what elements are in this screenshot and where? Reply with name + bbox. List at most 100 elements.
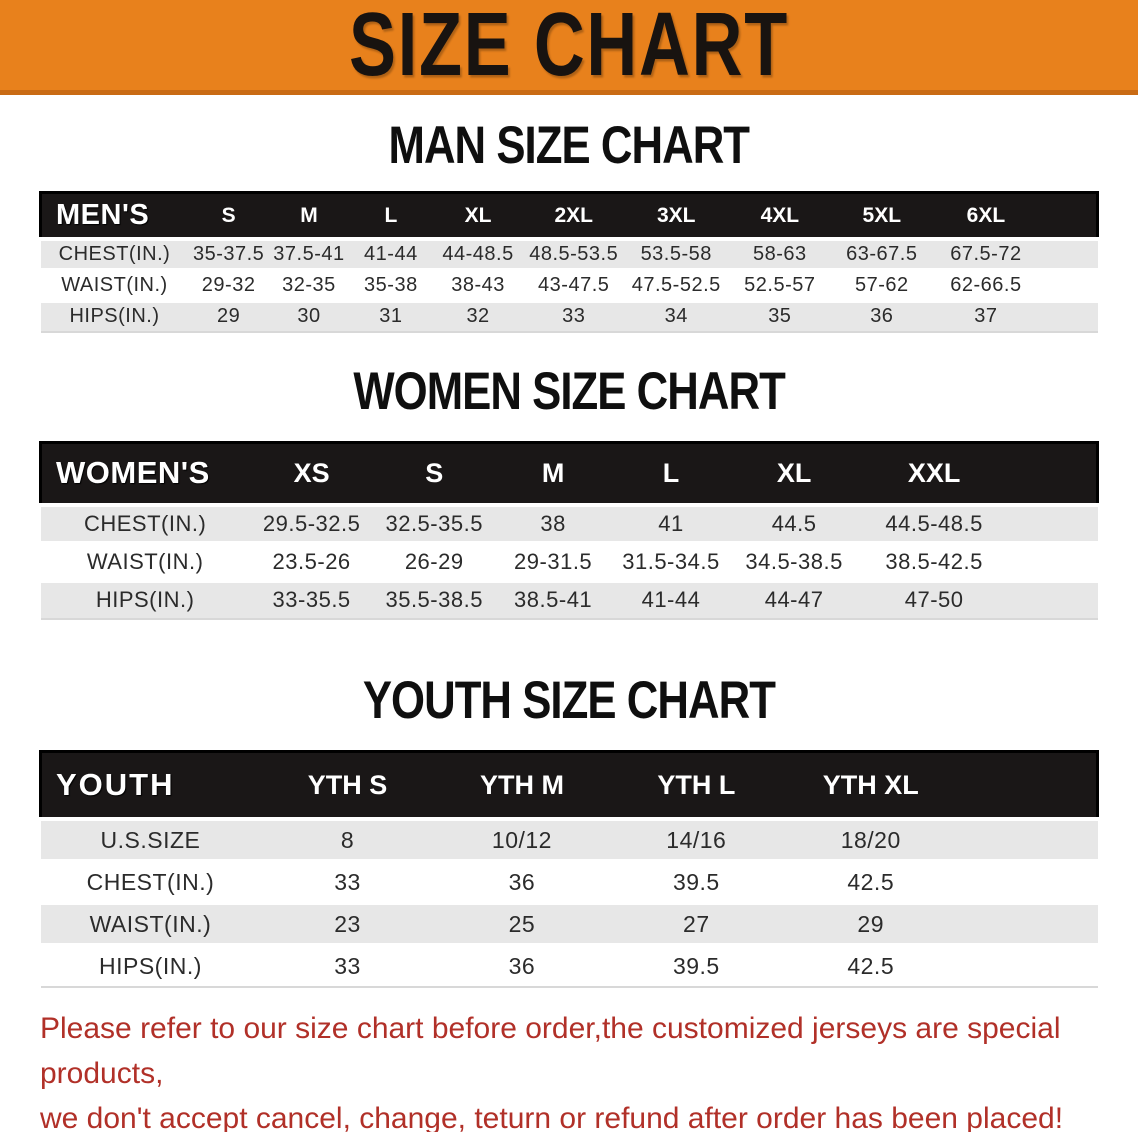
women-chest-row: CHEST(IN.) 29.5-32.5 32.5-35.5 38 41 44.…	[40, 504, 1098, 545]
size-value-cell: 42.5	[783, 861, 958, 906]
size-value-cell: 57-62	[831, 269, 933, 303]
row-label: CHEST(IN.)	[40, 238, 189, 272]
women-table-header-row: WOMEN'S XS S M L XL XXL	[38, 441, 1099, 507]
men-size-column-header: 4XL	[728, 191, 832, 241]
disclaimer-line-2: we don't accept cancel, change, teturn o…	[40, 1102, 1064, 1132]
women-section-heading: WOMEN SIZE CHART	[0, 363, 1138, 418]
women-size-column-header: XL	[730, 441, 858, 507]
size-value-cell: 32	[432, 300, 524, 333]
row-label: CHEST(IN.)	[40, 504, 250, 545]
women-size-column-header: L	[611, 441, 731, 507]
youth-size-column-header: YTH S	[260, 749, 435, 822]
size-value-cell: 10/12	[434, 819, 610, 864]
women-hips-row: HIPS(IN.) 33-35.5 35.5-38.5 38.5-41 41-4…	[40, 580, 1098, 620]
size-value-cell: 32-35	[268, 269, 350, 303]
spacer-cell	[957, 819, 1098, 864]
women-table-label: WOMEN'S	[38, 441, 250, 507]
row-label: WAIST(IN.)	[40, 269, 189, 303]
size-value-cell: 36	[434, 945, 610, 989]
row-label: HIPS(IN.)	[40, 300, 189, 333]
women-size-column-header: XXL	[857, 441, 1011, 507]
men-section: MAN SIZE CHART MEN'S S M L XL 2XL 3XL 4X…	[0, 117, 1138, 333]
size-value-cell: 34	[623, 300, 729, 333]
youth-table-header-row: YOUTH YTH S YTH M YTH L YTH XL	[39, 749, 1099, 822]
youth-size-table: YOUTH YTH S YTH M YTH L YTH XL U.S.SIZE …	[39, 749, 1099, 989]
men-size-table: MEN'S S M L XL 2XL 3XL 4XL 5XL 6XL CHEST…	[39, 191, 1100, 333]
spacer-cell	[1039, 300, 1098, 333]
men-table-label: MEN'S	[39, 191, 189, 241]
size-value-cell: 33	[260, 945, 435, 989]
size-value-cell: 25	[434, 903, 610, 948]
size-value-cell: 33	[260, 861, 435, 906]
row-label: WAIST(IN.)	[40, 542, 250, 583]
youth-size-column-header: YTH M	[434, 749, 610, 822]
women-heading-text: WOMEN SIZE CHART	[353, 361, 785, 421]
women-size-table: WOMEN'S XS S M L XL XXL CHEST(IN.) 29.5-…	[38, 441, 1099, 620]
size-value-cell: 23.5-26	[249, 542, 374, 583]
disclaimer-note: Please refer to our size chart before or…	[40, 1006, 1118, 1132]
men-hips-row: HIPS(IN.) 29 30 31 32 33 34 35 36 37	[40, 300, 1098, 333]
youth-size-column-header: YTH L	[609, 749, 784, 822]
size-value-cell: 38.5-41	[494, 580, 612, 620]
men-size-column-header: M	[268, 191, 350, 241]
size-value-cell: 52.5-57	[728, 269, 832, 303]
size-value-cell: 41	[611, 504, 731, 545]
size-value-cell: 37	[932, 300, 1040, 333]
spacer-cell	[957, 861, 1098, 906]
men-size-column-header: 2XL	[523, 191, 624, 241]
men-chest-row: CHEST(IN.) 35-37.5 37.5-41 41-44 44-48.5…	[40, 238, 1098, 272]
spacer-cell	[1010, 542, 1098, 583]
size-value-cell: 39.5	[609, 945, 784, 989]
size-value-cell: 44.5	[730, 504, 858, 545]
size-value-cell: 41-44	[611, 580, 731, 620]
youth-size-column-header: YTH XL	[783, 749, 958, 822]
size-value-cell: 26-29	[373, 542, 495, 583]
size-value-cell: 35-37.5	[188, 238, 269, 272]
spacer-cell	[1010, 580, 1098, 620]
size-value-cell: 32.5-35.5	[373, 504, 495, 545]
size-value-cell: 29-32	[188, 269, 269, 303]
youth-waist-row: WAIST(IN.) 23 25 27 29	[40, 903, 1098, 948]
women-size-column-header: S	[373, 441, 495, 507]
size-value-cell: 44-48.5	[432, 238, 524, 272]
men-table-header-row: MEN'S S M L XL 2XL 3XL 4XL 5XL 6XL	[39, 191, 1100, 241]
banner-title: SIZE CHART	[349, 0, 789, 95]
men-size-column-header: 3XL	[623, 191, 729, 241]
disclaimer-line-1: Please refer to our size chart before or…	[40, 1012, 1061, 1091]
row-label: HIPS(IN.)	[40, 945, 261, 989]
size-value-cell: 33-35.5	[249, 580, 374, 620]
spacer-cell	[1010, 504, 1098, 545]
size-value-cell: 38-43	[432, 269, 524, 303]
spacer-cell	[1039, 269, 1098, 303]
youth-chest-row: CHEST(IN.) 33 36 39.5 42.5	[40, 861, 1098, 906]
men-size-column-header: 5XL	[831, 191, 933, 241]
size-value-cell: 47.5-52.5	[623, 269, 729, 303]
men-section-heading: MAN SIZE CHART	[0, 117, 1138, 172]
men-size-column-header: S	[188, 191, 269, 241]
size-chart-banner: SIZE CHART	[0, 0, 1138, 95]
youth-ussize-row: U.S.SIZE 8 10/12 14/16 18/20	[40, 819, 1098, 864]
size-value-cell: 63-67.5	[831, 238, 933, 272]
spacer-cell	[1039, 238, 1098, 272]
size-value-cell: 47-50	[857, 580, 1011, 620]
size-value-cell: 42.5	[783, 945, 958, 989]
size-value-cell: 23	[260, 903, 435, 948]
spacer-cell	[957, 945, 1098, 989]
size-value-cell: 27	[609, 903, 784, 948]
size-value-cell: 34.5-38.5	[730, 542, 858, 583]
size-value-cell: 36	[434, 861, 610, 906]
row-label: U.S.SIZE	[40, 819, 261, 864]
men-waist-row: WAIST(IN.) 29-32 32-35 35-38 38-43 43-47…	[40, 269, 1098, 303]
youth-heading-text: YOUTH SIZE CHART	[362, 669, 776, 730]
size-value-cell: 36	[831, 300, 933, 333]
spacer-cell	[1010, 441, 1099, 507]
size-value-cell: 31.5-34.5	[611, 542, 731, 583]
size-value-cell: 37.5-41	[268, 238, 350, 272]
size-value-cell: 29	[783, 903, 958, 948]
size-value-cell: 62-66.5	[932, 269, 1040, 303]
women-waist-row: WAIST(IN.) 23.5-26 26-29 29-31.5 31.5-34…	[40, 542, 1098, 583]
size-value-cell: 58-63	[728, 238, 832, 272]
youth-section: YOUTH SIZE CHART YOUTH YTH S YTH M YTH L…	[0, 672, 1138, 989]
spacer-cell	[957, 749, 1099, 822]
men-size-column-header: 6XL	[932, 191, 1040, 241]
